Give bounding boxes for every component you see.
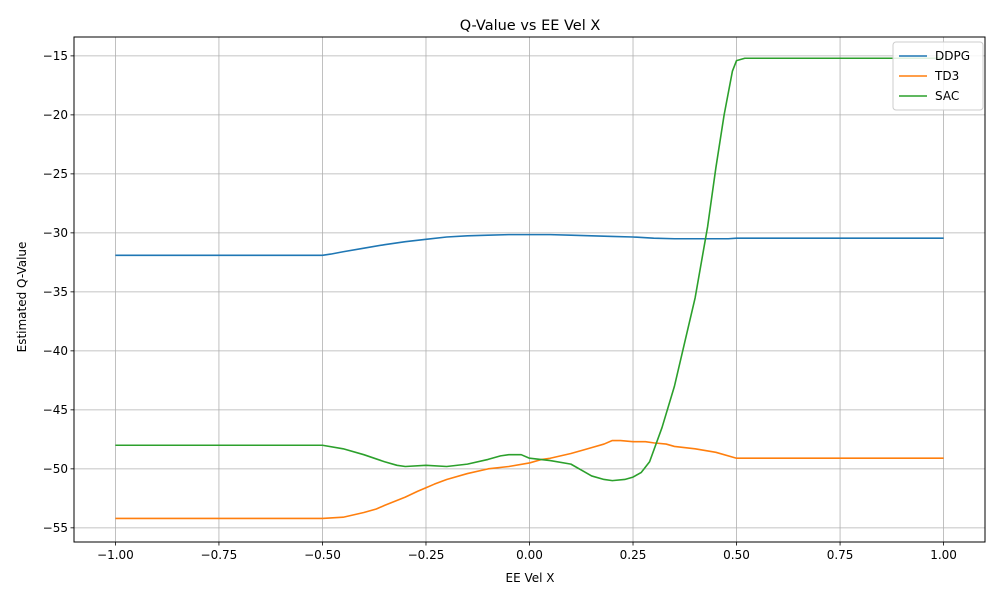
y-tick-label: −45 — [43, 403, 68, 417]
x-tick-label: 0.25 — [620, 548, 647, 562]
x-tick-label: 0.00 — [516, 548, 543, 562]
y-tick-label: −55 — [43, 521, 68, 535]
plot-area — [73, 36, 986, 543]
y-axis: −55 −50 −45 −40 −35 −30 −25 −20 −15 — [43, 49, 74, 535]
x-axis: −1.00 −0.75 −0.50 −0.25 0.00 0.25 0.50 0.75 1.00 — [97, 542, 957, 562]
legend-label-td3: TD3 — [934, 69, 959, 83]
y-tick-label: −30 — [43, 226, 68, 240]
series-line-sac — [115, 57, 944, 482]
y-tick-label: −25 — [43, 167, 68, 181]
y-tick-label: −40 — [43, 344, 68, 358]
x-axis-label: EE Vel X — [505, 571, 554, 585]
series-line-ddpg — [115, 233, 944, 257]
legend-label-sac: SAC — [935, 89, 959, 103]
chart-title: Q-Value vs EE Vel X — [460, 18, 601, 34]
legend-label-ddpg: DDPG — [935, 49, 970, 63]
x-tick-label: 0.75 — [827, 548, 854, 562]
x-tick-label: 0.50 — [723, 548, 750, 562]
y-tick-label: −50 — [43, 462, 68, 476]
series-lines — [115, 57, 944, 520]
y-tick-label: −15 — [43, 49, 68, 63]
x-tick-label: 1.00 — [930, 548, 957, 562]
x-tick-label: −0.50 — [304, 548, 341, 562]
y-tick-label: −35 — [43, 285, 68, 299]
y-axis-label: Estimated Q-Value — [15, 242, 29, 353]
legend-box — [892, 41, 984, 111]
y-tick-label: −20 — [43, 108, 68, 122]
series-line-td3 — [115, 439, 944, 520]
x-tick-label: −0.25 — [408, 548, 445, 562]
x-tick-label: −0.75 — [201, 548, 238, 562]
grid — [74, 37, 985, 542]
x-tick-label: −1.00 — [97, 548, 134, 562]
legend: DDPG TD3 SAC — [892, 41, 984, 111]
